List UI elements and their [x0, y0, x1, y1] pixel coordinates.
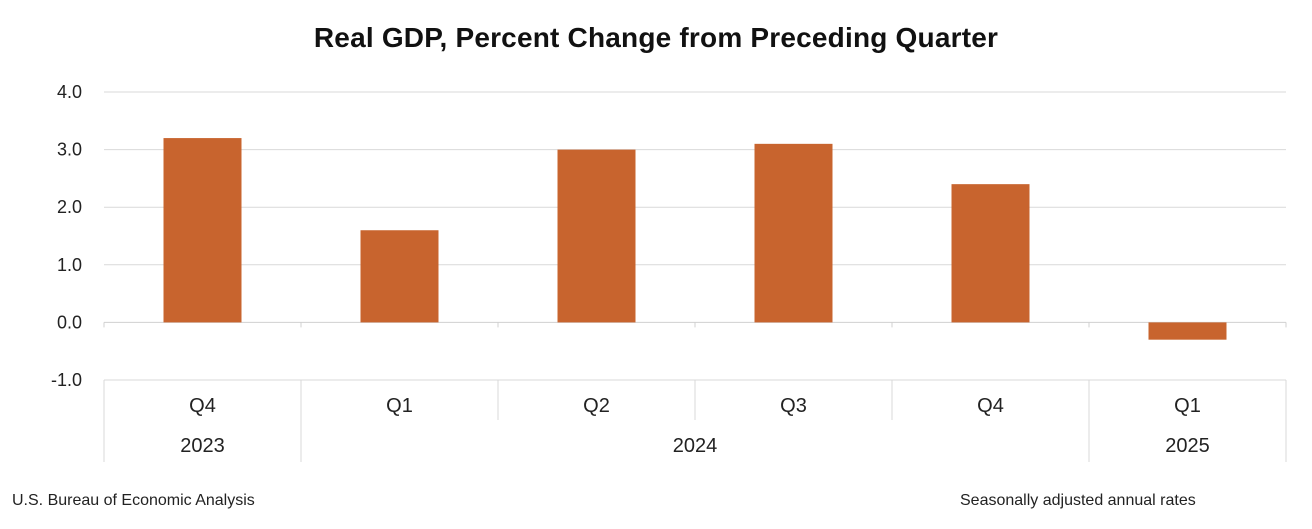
y-tick-label: 1.0 [57, 255, 82, 275]
y-tick-label: 4.0 [57, 82, 82, 102]
bar-chart: 4.0 3.0 2.0 1.0 0.0 -1.0 Q4 Q1 Q2 Q3 Q4 Q1 2023 2024… [51, 82, 1287, 462]
bar-5 [951, 184, 1030, 323]
bar-2 [360, 230, 439, 323]
bar-6 [1148, 322, 1227, 340]
x-tick-label: Q1 [1174, 395, 1201, 417]
year-label: 2025 [1165, 435, 1210, 457]
bar-1 [163, 138, 242, 323]
bar-4 [754, 143, 833, 323]
x-tick-label: Q2 [583, 395, 610, 417]
gridlines [103, 91, 1287, 381]
seasonal-adjustment-note: Seasonally adjusted annual rates [960, 492, 1196, 509]
bar-3 [557, 149, 636, 323]
x-tick-label: Q4 [977, 395, 1004, 417]
year-label: 2023 [180, 435, 225, 457]
x-tick-label: Q3 [780, 395, 807, 417]
y-axis-tick-labels: 4.0 3.0 2.0 1.0 0.0 -1.0 [51, 82, 82, 390]
x-tick-label: Q4 [189, 395, 216, 417]
y-tick-label: 3.0 [57, 140, 82, 160]
chart-title: Real GDP, Percent Change from Preceding … [313, 22, 999, 53]
year-label: 2024 [673, 435, 718, 457]
y-tick-label: 2.0 [57, 197, 82, 217]
y-tick-label: -1.0 [51, 370, 82, 390]
bars [163, 138, 1227, 340]
x-axis: Q4 Q1 Q2 Q3 Q4 Q1 2023 2024 2025 [103, 380, 1287, 462]
x-tick-label: Q1 [386, 395, 413, 417]
y-tick-label: 0.0 [57, 312, 82, 332]
source-note: U.S. Bureau of Economic Analysis [12, 492, 255, 509]
